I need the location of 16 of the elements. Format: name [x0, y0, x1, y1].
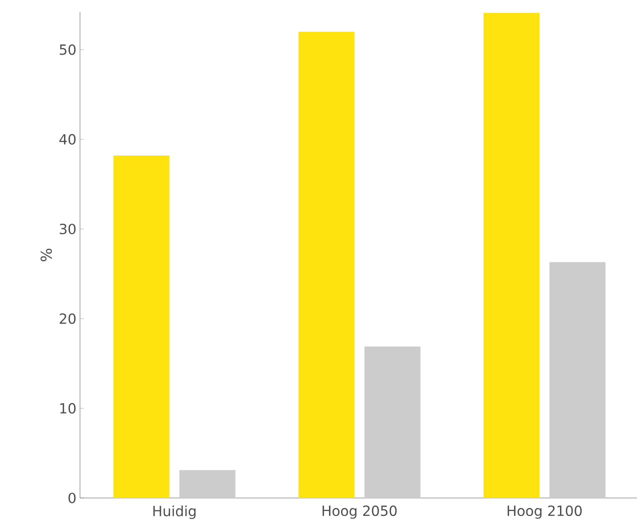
- bar: [113, 155, 170, 498]
- y-tick-label: 30: [60, 224, 76, 234]
- y-axis-title: %: [40, 248, 52, 262]
- y-tick-label: 10: [60, 403, 76, 414]
- y-tick-label: 0: [68, 492, 76, 504]
- bar: [483, 12, 540, 498]
- y-tick-label: 50: [60, 44, 76, 55]
- bar: [179, 470, 236, 498]
- y-tick-label: 40: [59, 134, 76, 145]
- x-tick-label: Hoog 2100: [508, 505, 582, 519]
- bar: [549, 262, 606, 498]
- bar: [364, 346, 420, 498]
- x-tick-label: Huidig: [153, 506, 196, 520]
- y-tick-label: 20: [60, 313, 76, 324]
- bar: [298, 32, 354, 498]
- x-tick-label: Hoog 2050: [322, 505, 397, 519]
